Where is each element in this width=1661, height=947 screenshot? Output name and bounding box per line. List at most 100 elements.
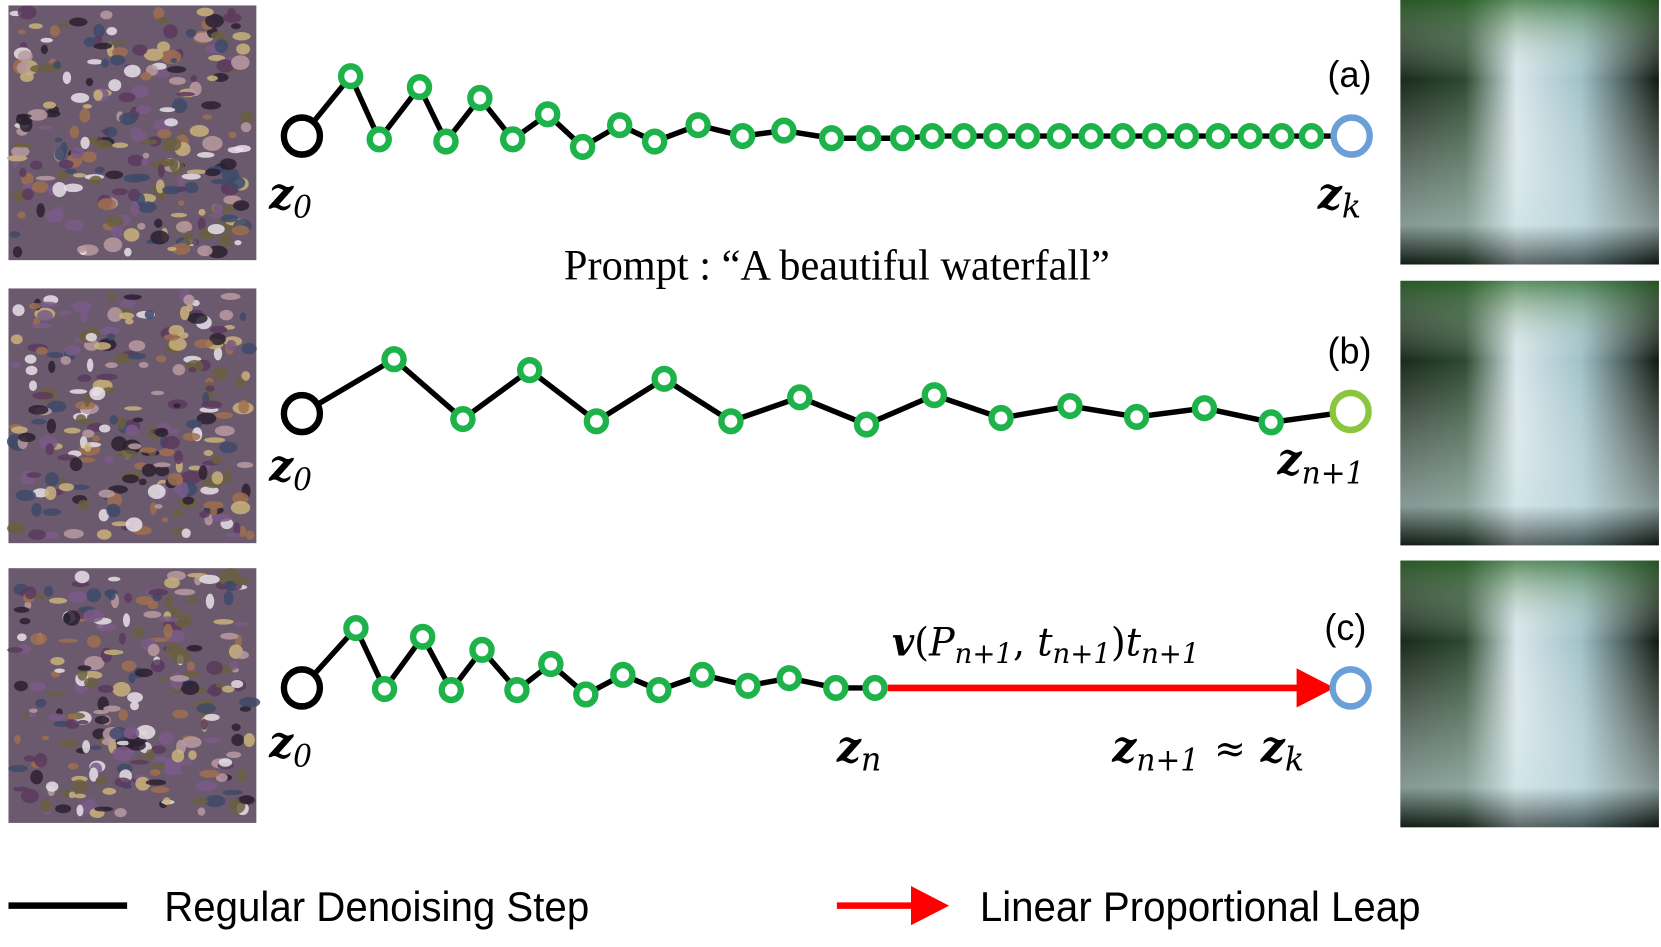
noise-blob [189,81,202,96]
noise-blob [205,593,215,609]
z-sub: n [861,740,881,779]
noise-blob [138,478,147,486]
noise-blob [28,712,36,718]
noise-blob [38,125,53,130]
noise-blob [48,360,56,374]
noise-blob [205,385,215,392]
noise-blob [82,104,93,109]
noise-blob [128,443,142,450]
noise-blob [122,613,131,628]
noise-blob [189,125,209,137]
end-node [1329,666,1372,710]
noise-blob [93,139,112,150]
noise-blob [238,795,255,805]
step-node [718,408,744,435]
noise-blob [243,733,255,748]
noise-blob [13,606,30,613]
noise-blob [25,365,38,376]
noise-blob [63,528,84,539]
noise-blob [203,501,224,510]
noise-blob [107,41,127,46]
noise-blob [158,731,175,745]
noise-blob [83,442,92,452]
step-node [467,84,493,112]
noise-blob [133,626,145,639]
noise-blob [77,665,92,671]
noise-blob [137,222,146,230]
step-node [919,123,945,150]
noise-blob [16,61,31,75]
step-node [1173,123,1200,150]
noise-blob [238,399,250,414]
noise-blob [123,294,142,300]
noise-blob [186,644,203,652]
noise-blob [196,780,217,791]
noise-blob [124,406,142,411]
step-node [406,74,433,101]
noise-blob [236,461,254,469]
noise-blob [80,310,88,322]
noise-blob [135,725,156,740]
noise-blob [68,762,79,770]
noise-blob [240,110,255,126]
noise-blob [209,507,218,516]
step-node [787,384,813,411]
noise-blob [69,389,88,394]
noise-blob [153,462,171,468]
noise-blob [202,114,213,120]
noise-blob [219,309,234,321]
noise-blob [174,612,193,628]
noise-blob [197,217,206,231]
leap-part: t [1037,620,1053,666]
noise-blob [11,145,30,158]
noise-blob [135,668,153,678]
noise-blob [216,59,235,73]
noise-blob [125,424,139,437]
noise-blob [194,339,214,349]
noise-blob [63,427,81,434]
noise-blob [239,312,247,322]
noise-blob [233,576,249,586]
z-label: z0 [268,169,312,225]
step-node [689,661,716,688]
noise-blob [37,301,58,308]
step-node [646,677,672,704]
step-node [504,677,530,704]
noise-blob [98,489,115,498]
noise-blob [103,649,124,656]
step-node [433,128,459,155]
noise-blob [43,585,54,597]
noise-blob [111,47,128,58]
step-node [1110,123,1136,150]
noise-blob [105,170,124,180]
noise-blob [164,577,180,589]
noise-blob [106,26,118,36]
noise-blob [239,706,252,712]
noise-blob [235,377,245,388]
noise-blob [80,136,90,149]
noise-blob [213,346,223,361]
noise-blob [227,176,246,190]
noise-blob [30,160,43,170]
noise-blob [125,517,143,532]
noise-blob [135,105,151,115]
legend-text: Linear Proportional Leap [980,883,1421,930]
row-label: (b) [1328,330,1372,372]
noise-blob [211,456,223,465]
noise-blob [24,600,32,610]
noise-blob [155,465,170,477]
noise-blob [77,457,96,463]
noise-blob [131,85,149,98]
noise-blob [14,735,21,744]
noise-blob [121,660,137,672]
noise-blob [68,591,87,603]
noise-blob [54,668,65,673]
noise-blob [123,64,141,78]
noise-blob [194,575,202,586]
noise-blob [153,7,165,20]
noise-blob [119,112,137,125]
row-label: (a) [1328,54,1372,96]
noise-blob [220,214,238,223]
noise-blob [213,203,224,214]
z-base: z [1317,169,1344,220]
